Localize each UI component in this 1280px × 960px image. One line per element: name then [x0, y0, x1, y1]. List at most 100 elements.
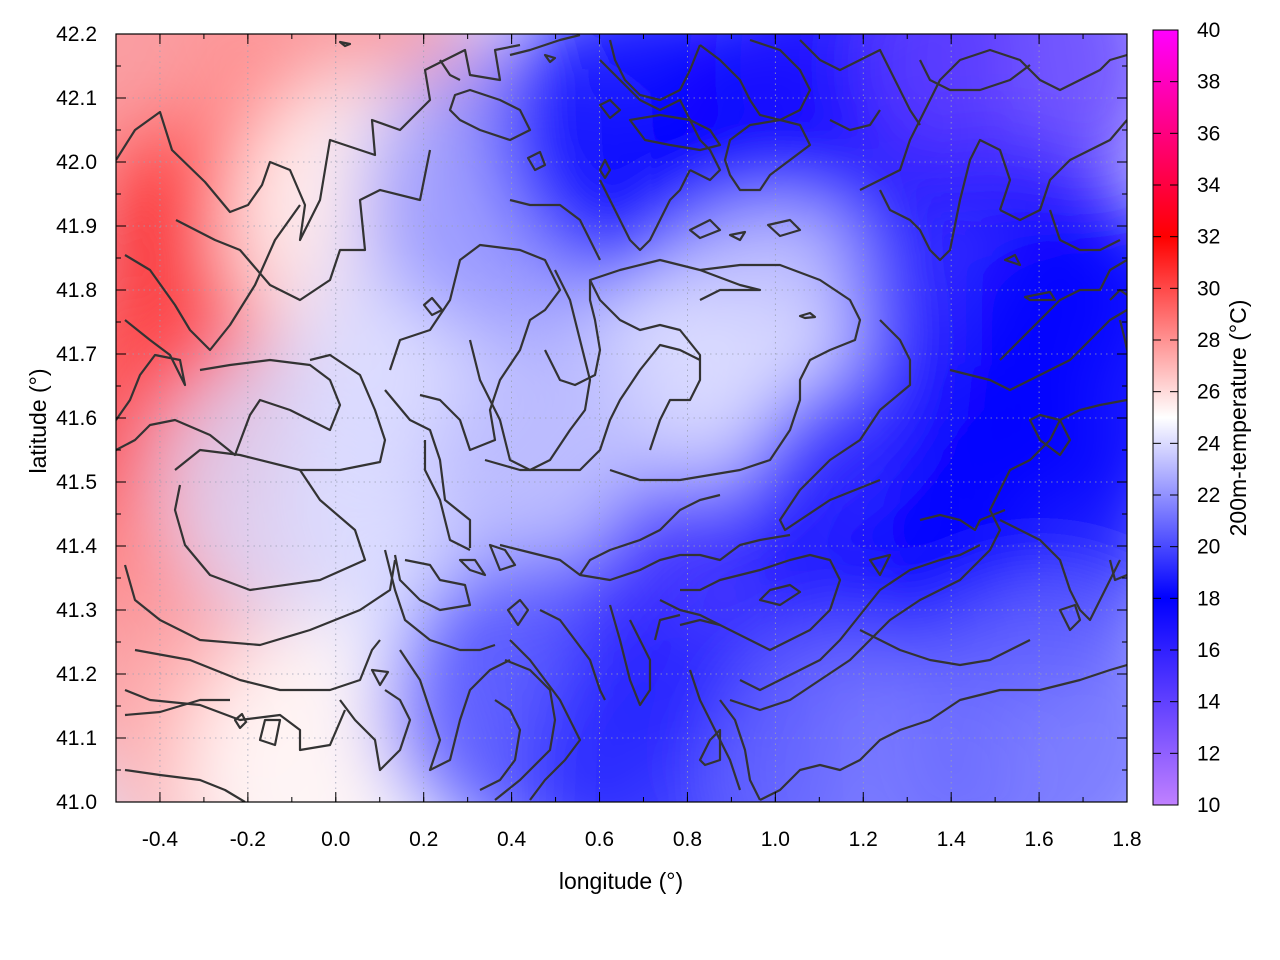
y-tick-label: 41.9	[56, 215, 97, 238]
x-axis-label: longitude (°)	[559, 868, 683, 894]
contour-line	[488, 543, 517, 572]
contour-line	[859, 629, 1031, 667]
x-tick-label: 1.4	[937, 828, 967, 851]
contour-line	[543, 53, 557, 64]
colorbar-tick-label: 36	[1197, 122, 1220, 145]
contour-line	[124, 698, 230, 717]
contour-line	[939, 398, 1127, 591]
y-tick-label: 41.4	[56, 535, 97, 558]
contour-line	[949, 309, 1127, 392]
y-tick-label: 41.7	[56, 343, 97, 366]
contour-line	[233, 712, 248, 730]
x-tick-label: 1.8	[1112, 828, 1141, 851]
contour-line	[879, 138, 1012, 262]
contour-line	[526, 150, 547, 172]
contour-line	[919, 508, 1006, 532]
colorbar-tick-label: 22	[1197, 484, 1220, 507]
colorbar-tick-label: 10	[1197, 794, 1220, 817]
contour-line	[423, 440, 471, 551]
field-sample	[889, 588, 1127, 802]
y-tick-label: 42.1	[56, 87, 97, 110]
contour-line	[1118, 319, 1127, 351]
contour-line	[448, 88, 532, 142]
colorbar-gradient	[1152, 29, 1179, 806]
colorbar-tick-label: 28	[1197, 329, 1220, 352]
contour-line	[679, 618, 721, 627]
contour-line	[258, 718, 282, 747]
contour-line	[134, 639, 381, 692]
colorbar: 10 12 14 16 18 20 22 24 26 28 30 32 34 36 38 40 200m-te…	[1152, 19, 1251, 817]
colorbar-tick-label: 16	[1197, 639, 1220, 662]
contour-line	[1023, 290, 1057, 302]
contour-line	[173, 469, 367, 592]
contour-line	[1058, 603, 1082, 632]
contour-line	[999, 119, 1127, 222]
contour-line	[388, 243, 562, 452]
y-tick-label: 41.1	[56, 727, 97, 750]
colorbar-tick-label: 26	[1197, 381, 1220, 404]
contour-line	[539, 609, 606, 701]
contour-line	[116, 358, 342, 457]
contour-line	[458, 558, 487, 577]
colorbar-tick-label: 30	[1197, 277, 1220, 300]
contour-line	[484, 343, 701, 472]
x-tick-label: -0.2	[230, 828, 266, 851]
contour-line	[509, 198, 601, 261]
y-tick-label: 41.6	[56, 407, 97, 430]
y-tick-label: 42.2	[56, 23, 97, 46]
contour-line	[759, 663, 1127, 801]
colorbar-tick-label: 32	[1197, 226, 1220, 249]
contour-line	[383, 549, 496, 652]
y-tick-label: 41.8	[56, 279, 97, 302]
contour-line	[1028, 413, 1072, 457]
contour-line	[766, 218, 802, 238]
contour-line	[123, 559, 397, 647]
heatmap-field	[116, 34, 1127, 802]
field-sample	[955, 204, 1127, 504]
x-tick-label: 1.2	[849, 828, 878, 851]
contour-line	[653, 613, 681, 641]
contour-line	[608, 39, 702, 102]
contour-line	[1108, 559, 1127, 582]
contour-line	[124, 204, 301, 352]
contour-line	[499, 533, 791, 582]
contour-line	[116, 319, 187, 421]
contour-line	[439, 59, 461, 81]
y-axis-ticks: 41.0 41.1 41.2 41.3 41.4 41.5 41.6 41.7 41.8 41.9…	[56, 23, 1127, 814]
contour-line	[399, 649, 511, 772]
contour-line	[422, 296, 444, 317]
contour-line	[124, 688, 347, 752]
colorbar-tick-label: 34	[1197, 174, 1221, 197]
x-tick-label: 0.6	[585, 828, 614, 851]
contour-line	[628, 113, 722, 152]
contour-line	[778, 319, 912, 532]
contour-line	[739, 544, 981, 692]
colorbar-tick-label: 20	[1197, 536, 1220, 559]
y-tick-label: 41.2	[56, 663, 97, 686]
contour-line	[723, 118, 812, 192]
contour-line	[859, 48, 1127, 191]
x-tick-label: 0.2	[409, 828, 438, 851]
colorbar-tick-label: 38	[1197, 71, 1220, 94]
contour-line	[999, 519, 1121, 622]
contour-line	[829, 109, 881, 132]
contour-line	[339, 689, 412, 772]
y-tick-label: 41.0	[56, 791, 97, 814]
contour-line	[370, 668, 390, 687]
x-axis-ticks: -0.4 -0.2 0.0 0.2 0.4 0.6 0.8 1.0 1.2 1.4 1.6 1.8	[115, 34, 1142, 851]
contour-line	[509, 639, 582, 801]
colorbar-tick-label: 18	[1197, 587, 1220, 610]
contour-line	[494, 658, 557, 801]
contour-line	[479, 699, 522, 791]
contour-line	[598, 158, 612, 180]
colorbar-label: 200m-temperature (°C)	[1225, 300, 1251, 537]
contour-line	[798, 311, 817, 320]
contour-line	[688, 669, 742, 791]
contour-line	[468, 269, 592, 472]
contour-line	[599, 169, 691, 252]
contour-line	[608, 604, 652, 707]
contour-line	[799, 39, 921, 126]
contour-line	[393, 554, 472, 612]
y-tick-label: 41.5	[56, 471, 97, 494]
